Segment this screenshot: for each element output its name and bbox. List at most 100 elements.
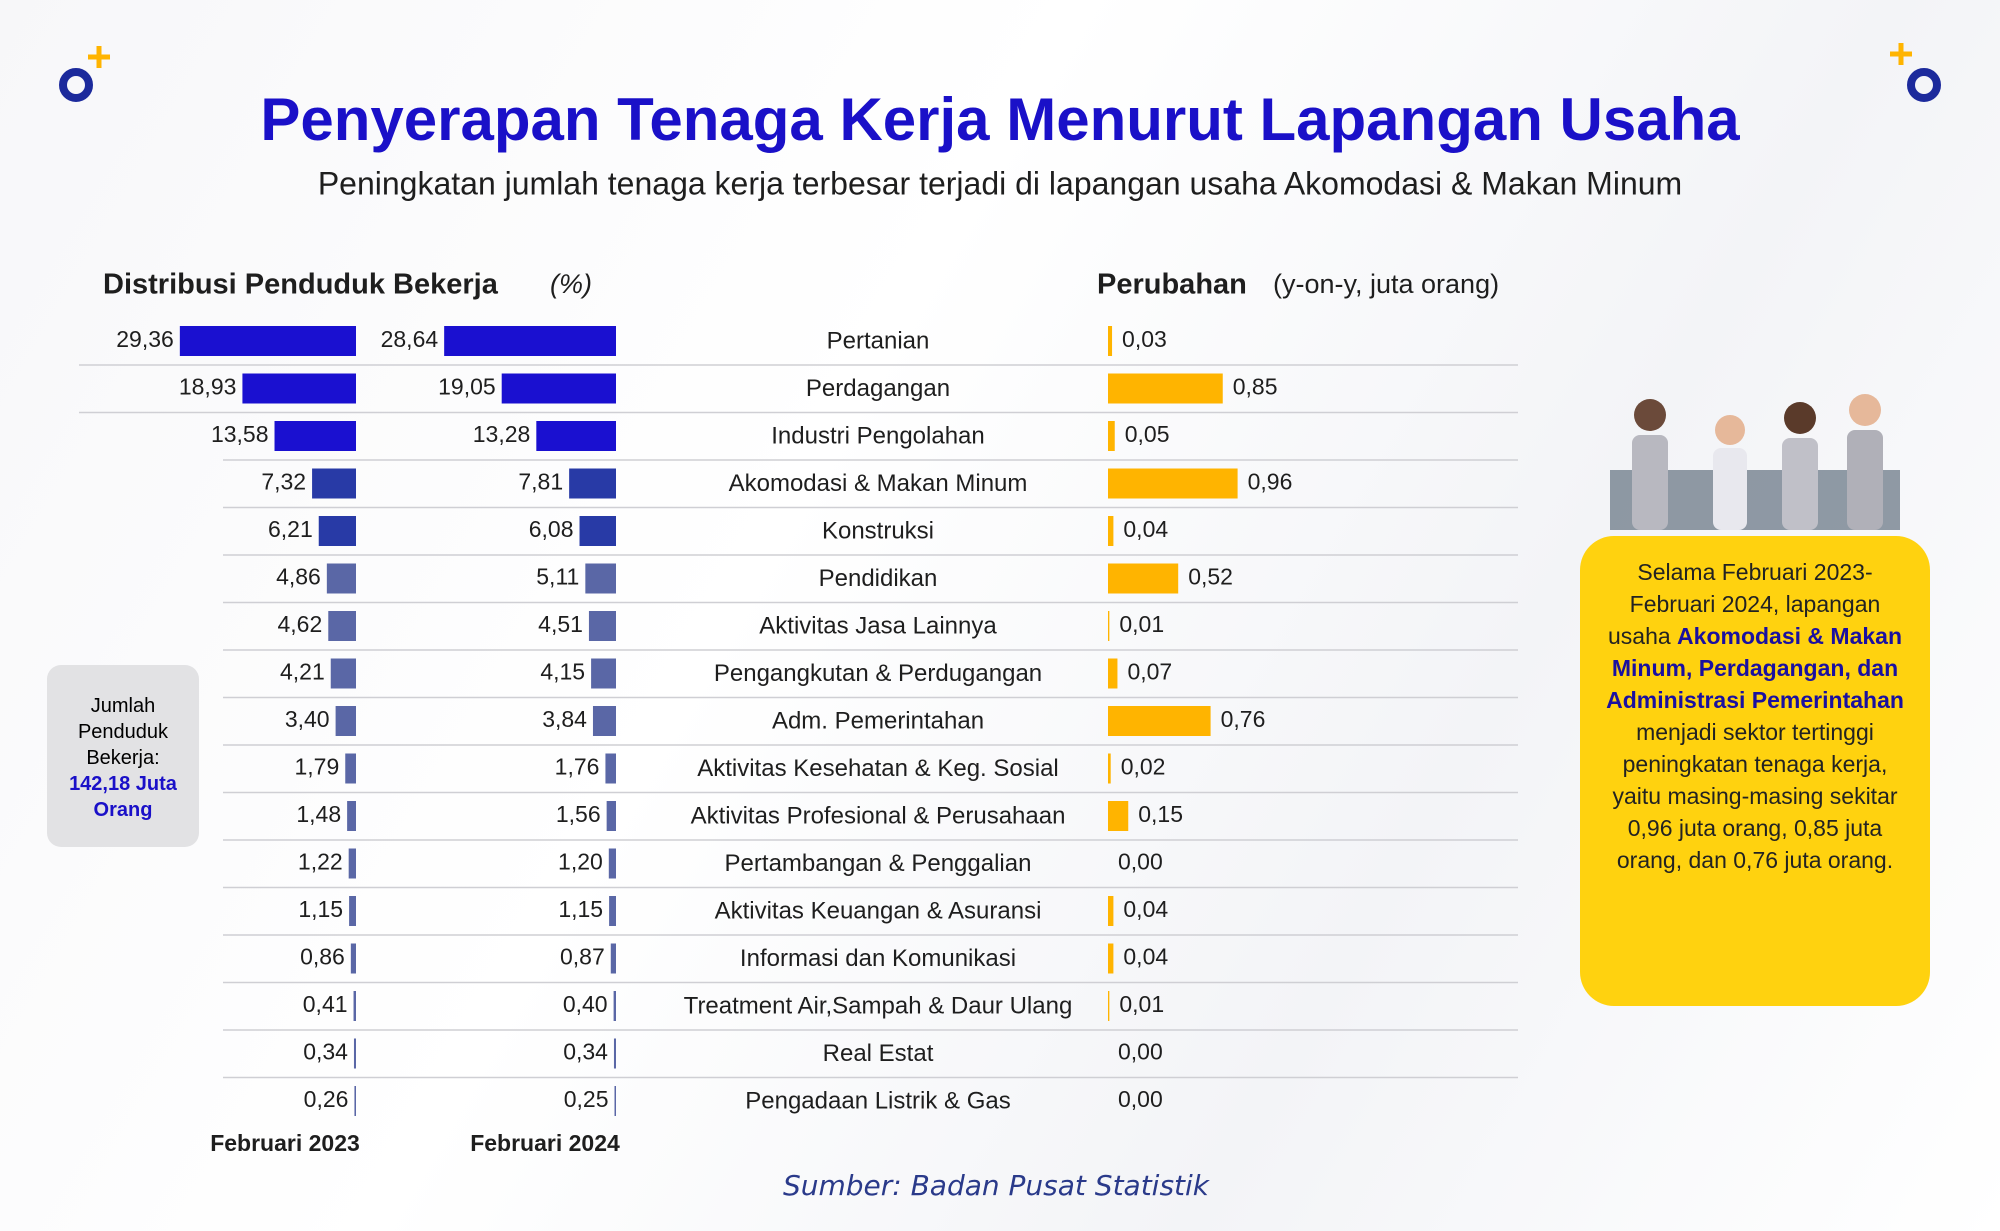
- callout-text: Selama Februari 2023-Februari 2024, lapa…: [1607, 559, 1881, 649]
- bar: [614, 1086, 616, 1116]
- value-label: 13,58: [211, 421, 269, 447]
- decor: [59, 68, 93, 102]
- value-label: 0,85: [1233, 374, 1278, 400]
- value-label: 0,07: [1127, 659, 1172, 685]
- bar: [179, 326, 356, 356]
- value-label: 1,48: [296, 801, 341, 827]
- legend-label: Februari 2024: [470, 1130, 620, 1156]
- bar: [1108, 421, 1115, 451]
- bar: [1108, 326, 1113, 356]
- bar: [312, 468, 356, 499]
- category-label: Pengadaan Listrik & Gas: [745, 1087, 1011, 1114]
- bar: [588, 611, 616, 641]
- bar: [274, 421, 356, 451]
- bar: [354, 1086, 356, 1116]
- value-label: 6,21: [268, 516, 313, 542]
- value-label: 0,04: [1123, 896, 1168, 922]
- value-label: 13,28: [473, 421, 531, 447]
- value-label: 0,26: [304, 1086, 349, 1112]
- bar: [605, 753, 616, 784]
- category-label: Aktivitas Profesional & Perusahaan: [691, 802, 1066, 829]
- decor: [1890, 43, 1912, 65]
- bar: [569, 468, 616, 499]
- value-label: 1,15: [558, 896, 603, 922]
- decor: [1907, 68, 1941, 102]
- value-label: 0,86: [300, 944, 345, 970]
- subtitle: Peningkatan jumlah tenaga kerja terbesar…: [318, 165, 1682, 201]
- value-label: 0,01: [1119, 991, 1164, 1017]
- value-label: 0,41: [303, 991, 348, 1017]
- category-label: Aktivitas Keuangan & Asuransi: [715, 897, 1042, 924]
- value-label: 0,02: [1121, 754, 1166, 780]
- bar: [610, 943, 616, 974]
- bar: [1108, 658, 1118, 689]
- legend-label: Februari 2023: [210, 1130, 360, 1156]
- value-label: 4,86: [276, 564, 321, 590]
- category-label: Aktivitas Kesehatan & Keg. Sosial: [697, 755, 1059, 782]
- bar: [345, 753, 356, 784]
- value-label: 0,52: [1188, 564, 1233, 590]
- bar: [585, 563, 616, 594]
- bar: [592, 706, 616, 736]
- value-label: 0,04: [1123, 944, 1168, 970]
- value-label: 7,32: [261, 469, 306, 495]
- bar: [536, 421, 616, 451]
- title: Penyerapan Tenaga Kerja Menurut Lapangan…: [260, 86, 1740, 153]
- value-label: 3,40: [285, 706, 330, 732]
- value-label: 18,93: [179, 374, 237, 400]
- bar: [326, 563, 356, 594]
- value-label: 0,05: [1125, 421, 1170, 447]
- category-label: Konstruksi: [822, 517, 934, 544]
- bar: [444, 326, 616, 356]
- bar: [347, 801, 356, 831]
- bar: [613, 991, 616, 1021]
- callout-text: menjadi sektor tertinggi peningkatan ten…: [1612, 719, 1898, 873]
- value-label: 6,08: [529, 516, 574, 542]
- bar: [613, 1038, 616, 1069]
- value-label: 1,20: [558, 849, 603, 875]
- value-label: 3,84: [542, 706, 587, 732]
- category-label: Pertanian: [827, 327, 930, 354]
- bar: [1108, 468, 1238, 499]
- value-label: 0,34: [563, 1039, 608, 1065]
- category-label: Treatment Air,Sampah & Daur Ulang: [684, 992, 1073, 1019]
- bar: [1108, 943, 1114, 974]
- category-label: Pengangkutan & Perdugangan: [714, 660, 1042, 687]
- callout-text: Akomodasi & Makan Minum, Perdagangan, da…: [1606, 623, 1904, 713]
- category-label: Pendidikan: [819, 565, 938, 592]
- bar: [606, 801, 616, 831]
- category-label: Informasi dan Komunikasi: [740, 945, 1016, 972]
- bar: [1108, 753, 1111, 784]
- category-label: Aktivitas Jasa Lainnya: [759, 612, 997, 639]
- bar: [1108, 991, 1110, 1021]
- value-label: 0,96: [1248, 469, 1293, 495]
- value-label: 4,15: [540, 659, 585, 685]
- total-label: Jumlah Penduduk Bekerja:: [77, 695, 169, 769]
- bar: [1108, 611, 1110, 641]
- value-label: 28,64: [381, 326, 439, 352]
- total-box: Jumlah Penduduk Bekerja: 142,18 Juta Ora…: [47, 665, 199, 847]
- value-label: 0,87: [560, 944, 605, 970]
- bar: [579, 516, 616, 546]
- value-label: 1,79: [294, 754, 339, 780]
- value-label: 4,21: [280, 659, 325, 685]
- bar: [350, 943, 356, 974]
- bar: [609, 896, 616, 926]
- value-label: 1,76: [555, 754, 600, 780]
- bar: [348, 848, 356, 879]
- value-label: 4,51: [538, 611, 583, 637]
- value-label: 0,15: [1138, 801, 1183, 827]
- category-label: Adm. Pemerintahan: [772, 707, 984, 734]
- category-label: Pertambangan & Penggalian: [725, 850, 1032, 877]
- section-unit: (y-on-y, juta orang): [1273, 269, 1499, 299]
- value-label: 1,22: [298, 849, 343, 875]
- bar: [1108, 563, 1179, 594]
- value-label: 5,11: [536, 564, 579, 590]
- value-label: 1,15: [298, 896, 343, 922]
- bar: [328, 611, 356, 641]
- source: Sumber: Badan Pusat Statistik: [783, 1169, 1211, 1202]
- section-unit: (%): [550, 269, 592, 299]
- bar: [501, 373, 616, 404]
